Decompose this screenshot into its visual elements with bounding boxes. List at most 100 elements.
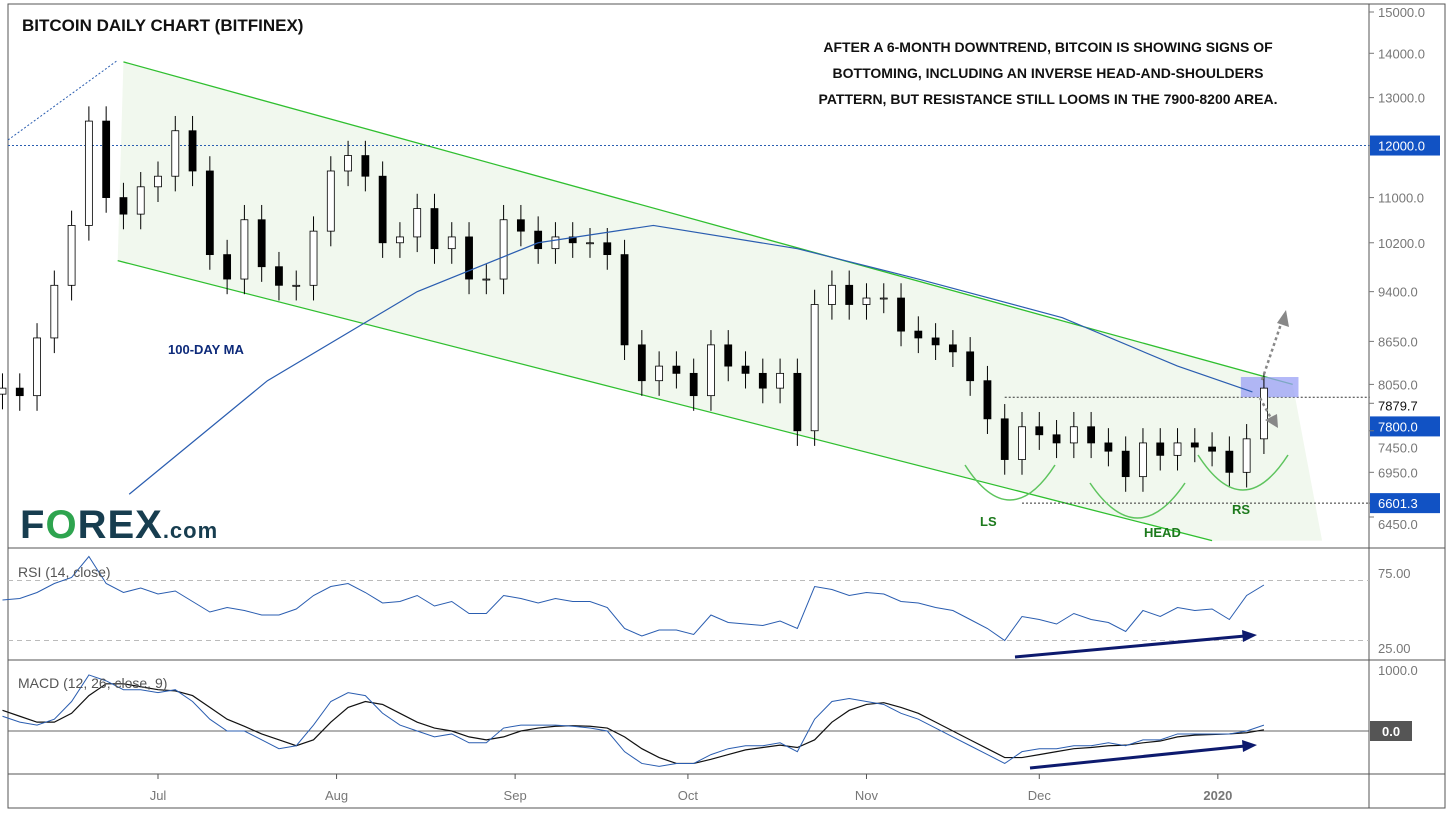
candle (1069, 426, 1078, 444)
candle (966, 351, 975, 382)
price-tick-label: 13000.0 (1378, 91, 1425, 106)
candle (568, 236, 577, 244)
price-tick-label: 6950.0 (1378, 465, 1418, 480)
breakout-arrow (1260, 317, 1285, 381)
macd-zero-label: 0.0 (1382, 724, 1400, 739)
candle (810, 304, 819, 432)
time-tick-label: Dec (1028, 788, 1052, 803)
macd-line (2, 674, 1265, 767)
pattern-arc (1197, 454, 1289, 491)
candle (741, 365, 750, 374)
candle (33, 337, 41, 397)
candle (516, 219, 525, 232)
candle (1052, 434, 1061, 444)
candle (67, 225, 76, 286)
candle (707, 344, 715, 397)
candle (983, 380, 992, 420)
candle (15, 387, 24, 397)
candle (482, 278, 491, 281)
candle (499, 219, 508, 280)
candle (793, 372, 802, 432)
ma-label: 100-DAY MA (168, 342, 244, 357)
candle (1260, 387, 1268, 440)
price-marker-label: 7800.0 (1378, 419, 1418, 434)
candle (931, 337, 940, 346)
price-marker-badge (1370, 135, 1440, 156)
macd-label: MACD (12, 26, close, 9) (18, 675, 167, 691)
candle (396, 236, 404, 244)
candle (447, 236, 456, 250)
rsi-tick-label: 75.00 (1378, 566, 1411, 581)
candle (413, 208, 422, 238)
candle (119, 197, 128, 215)
candle (430, 208, 439, 250)
candle (1190, 442, 1199, 448)
candle (257, 219, 266, 268)
candle (845, 284, 854, 305)
price-marker-badge (1370, 416, 1440, 437)
pattern-arc (964, 464, 1056, 501)
trend-extension-line (7, 59, 119, 141)
candle (724, 344, 733, 367)
candle (862, 297, 871, 305)
candle (603, 242, 612, 256)
candle (1121, 450, 1130, 478)
rsi-line (2, 555, 1265, 642)
time-tick-label: Oct (678, 788, 699, 803)
head-label: HEAD (1144, 525, 1181, 540)
candle (828, 284, 836, 305)
candle (326, 170, 335, 232)
candle (551, 236, 560, 250)
candle (240, 219, 249, 280)
candle (84, 120, 93, 226)
price-tick-label: 8650.0 (1378, 334, 1418, 349)
candle (102, 120, 111, 198)
resistance-zone (1240, 377, 1299, 398)
ma100-line (128, 224, 1253, 495)
candle (188, 130, 197, 172)
time-tick-label: Nov (855, 788, 879, 803)
arrowhead-icon (1242, 630, 1257, 642)
candle (1242, 438, 1251, 473)
price-marker-label: 12000.0 (1378, 139, 1425, 154)
candle (344, 155, 352, 172)
candle (620, 254, 629, 346)
candle (586, 242, 594, 245)
price-marker-badge (1370, 493, 1440, 514)
pullback-arrow (1258, 397, 1274, 421)
macd-divergence-arrow (1029, 744, 1246, 770)
candle (1156, 442, 1165, 456)
candle (1139, 442, 1147, 478)
candle (0, 387, 7, 395)
candle (689, 372, 698, 397)
price-tick-label: 15000.0 (1378, 5, 1425, 20)
price-tick-label: 10200.0 (1378, 236, 1425, 251)
time-tick-label: Sep (504, 788, 527, 803)
price-tick-label: 14000.0 (1378, 46, 1425, 61)
price-axis[interactable] (1368, 3, 1446, 809)
macd-tick-label: 1000.0 (1378, 663, 1418, 678)
candle (309, 230, 318, 286)
arrowhead-icon (1277, 310, 1289, 327)
candle (948, 344, 957, 353)
candle (50, 284, 59, 339)
price-marker-bg (1370, 396, 1440, 414)
time-tick-label: Jul (150, 788, 167, 803)
candle (136, 186, 145, 215)
candle (776, 372, 784, 389)
candle (534, 230, 543, 250)
price-tick-label: 9400.0 (1378, 285, 1418, 300)
annotation-line: AFTER A 6-MONTH DOWNTREND, BITCOIN IS SH… (823, 39, 1273, 55)
time-tick-label: 2020 (1203, 788, 1232, 803)
arrowhead-icon (1242, 740, 1257, 752)
price-tick-label: 8050.0 (1378, 377, 1418, 392)
candle (378, 175, 387, 244)
rsi-label: RSI (14, close) (18, 564, 111, 580)
candle (1087, 426, 1096, 444)
candle (879, 297, 888, 300)
ls-label: LS (980, 514, 997, 529)
candle (292, 284, 301, 287)
channel-fill (117, 61, 1323, 541)
